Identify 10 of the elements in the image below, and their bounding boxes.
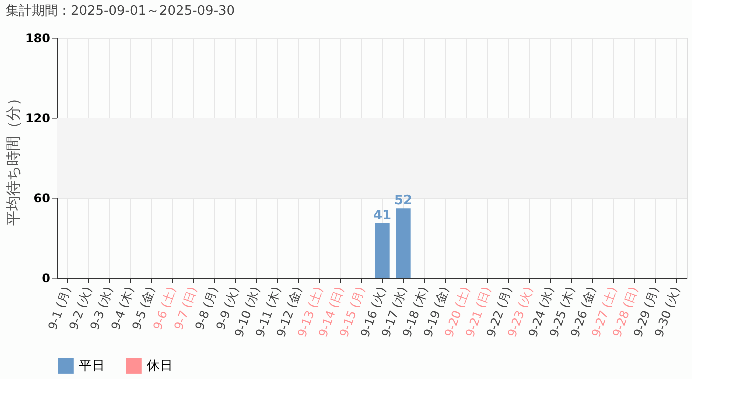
y-tick-label: 180	[25, 32, 50, 46]
y-tick-label: 60	[34, 192, 50, 206]
y-tick-label: 0	[42, 272, 50, 286]
y-tick-label: 120	[25, 112, 50, 126]
chart-title: 集計期間：2025-09-01～2025-09-30	[6, 4, 236, 19]
legend-label: 休日	[147, 359, 173, 374]
legend-label: 平日	[79, 359, 105, 374]
data-label: 41	[373, 208, 392, 224]
data-label: 52	[394, 194, 413, 209]
y-axis-title: 平均待ち時間（分）	[4, 91, 22, 226]
